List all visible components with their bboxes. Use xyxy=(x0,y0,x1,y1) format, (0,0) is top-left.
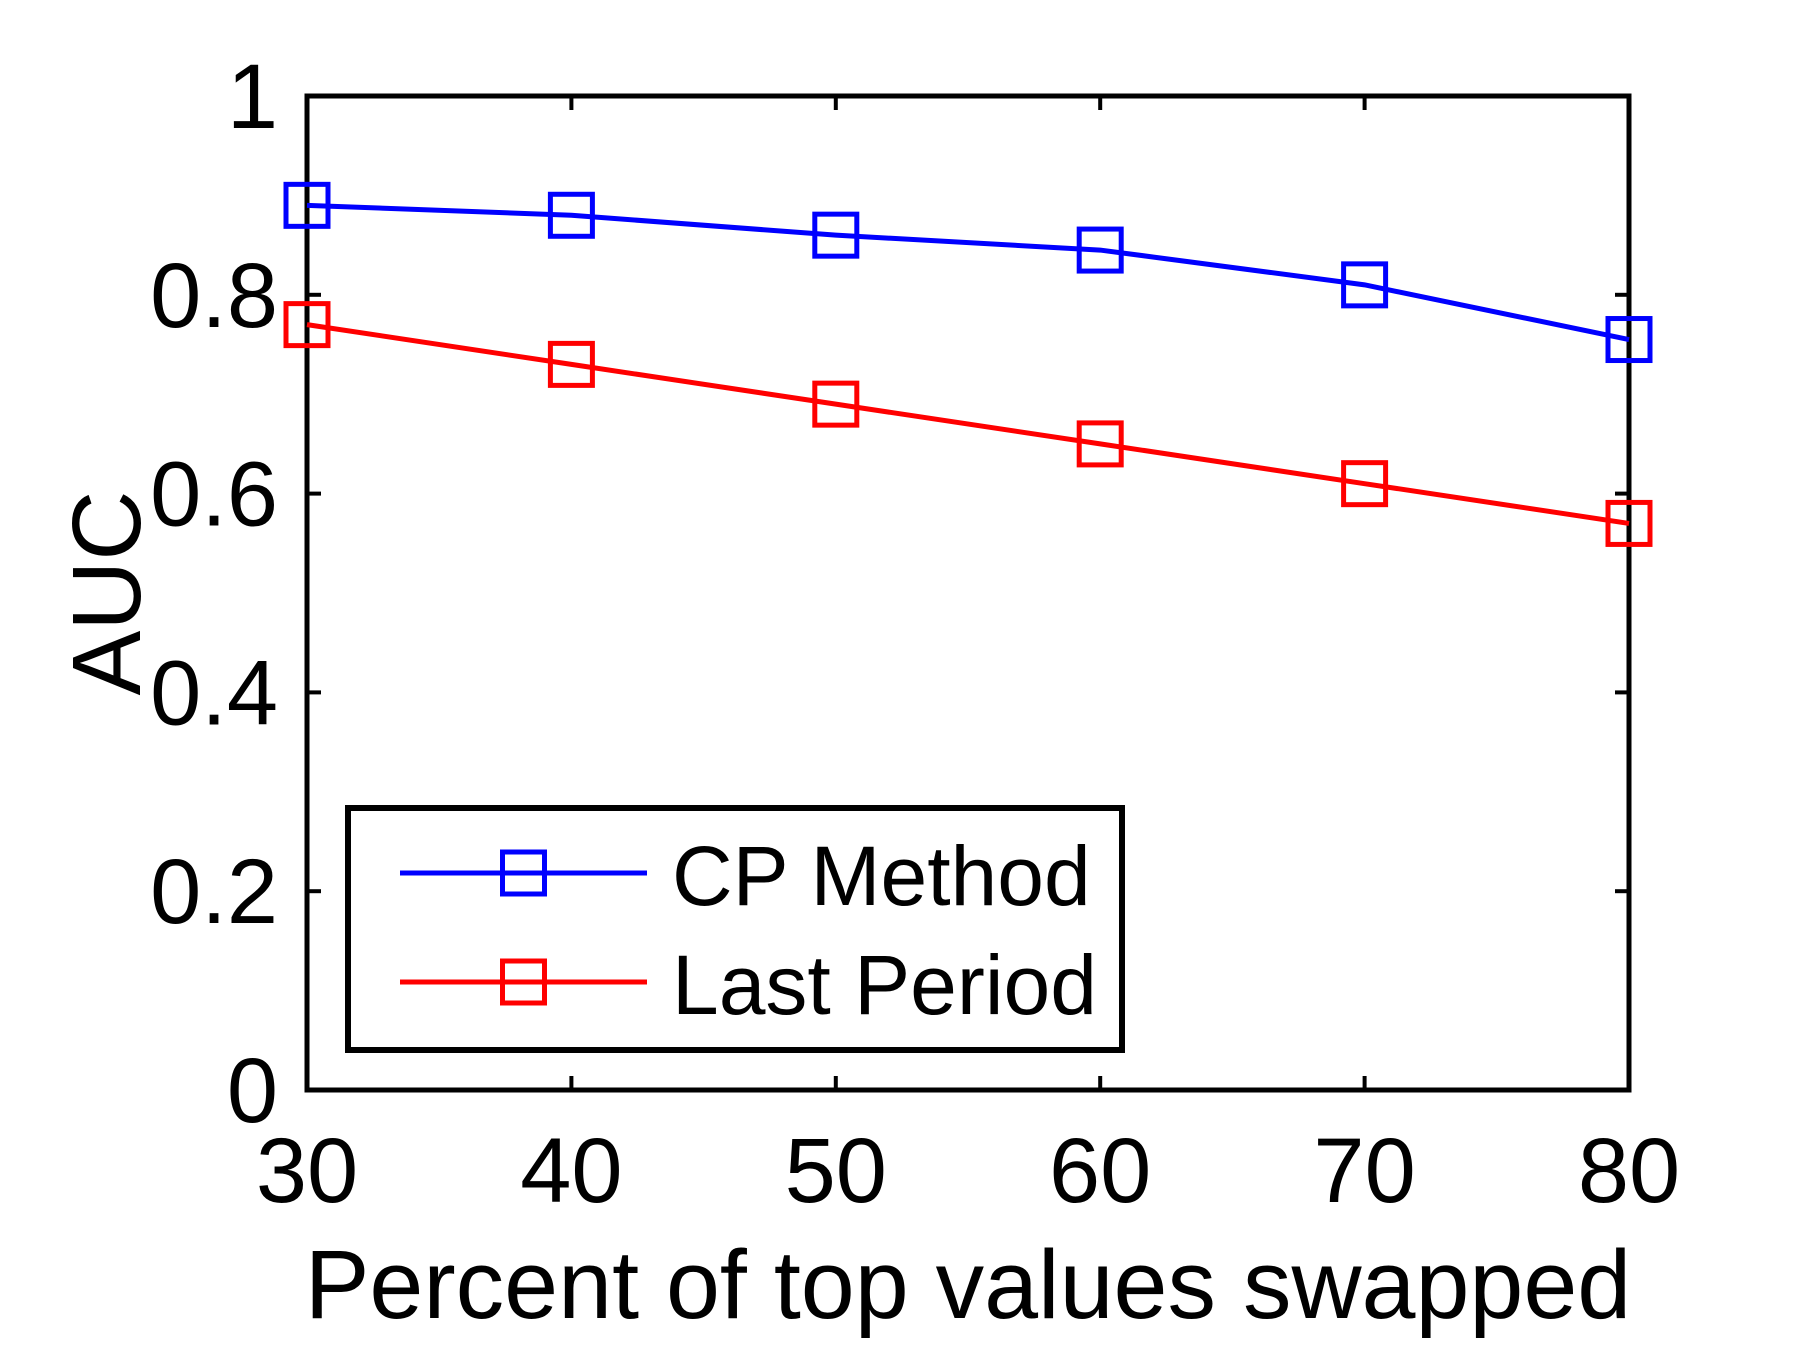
series-marker xyxy=(1076,420,1124,468)
legend-sample-marker xyxy=(500,958,547,1006)
series-marker xyxy=(1341,460,1389,508)
x-tick-label: 60 xyxy=(1049,1120,1151,1222)
y-tick-label: 0.4 xyxy=(150,642,278,744)
series-line xyxy=(306,202,1630,342)
x-tick-label: 30 xyxy=(256,1120,358,1222)
x-axis-label: Percent of top values swapped xyxy=(305,1230,1632,1339)
series-marker xyxy=(283,301,331,349)
y-tick-label: 0 xyxy=(227,1040,278,1142)
series-line xyxy=(306,322,1630,526)
series-marker xyxy=(812,211,860,259)
series-marker xyxy=(547,340,595,388)
y-tick-label: 0.2 xyxy=(150,841,278,943)
x-tick-label: 40 xyxy=(520,1120,622,1222)
x-tick-label: 50 xyxy=(785,1120,887,1222)
y-axis-label: AUC xyxy=(52,491,161,696)
y-tick-label: 0.6 xyxy=(150,444,278,546)
x-tick-label: 80 xyxy=(1578,1120,1680,1222)
series-marker xyxy=(1341,261,1389,309)
x-tick-label: 70 xyxy=(1313,1120,1415,1222)
series-marker xyxy=(547,191,595,239)
legend-label: CP Method xyxy=(672,829,1091,923)
y-tick-label: 1 xyxy=(227,46,278,148)
legend-box xyxy=(345,805,1125,1053)
series-marker xyxy=(1605,499,1653,547)
legend-sample-marker xyxy=(500,849,547,897)
series-marker xyxy=(283,181,331,229)
legend-label: Last Period xyxy=(672,938,1097,1032)
series-marker xyxy=(812,380,860,428)
series-marker xyxy=(1605,316,1653,364)
y-tick-label: 0.8 xyxy=(150,245,278,347)
series-marker xyxy=(1076,226,1124,274)
